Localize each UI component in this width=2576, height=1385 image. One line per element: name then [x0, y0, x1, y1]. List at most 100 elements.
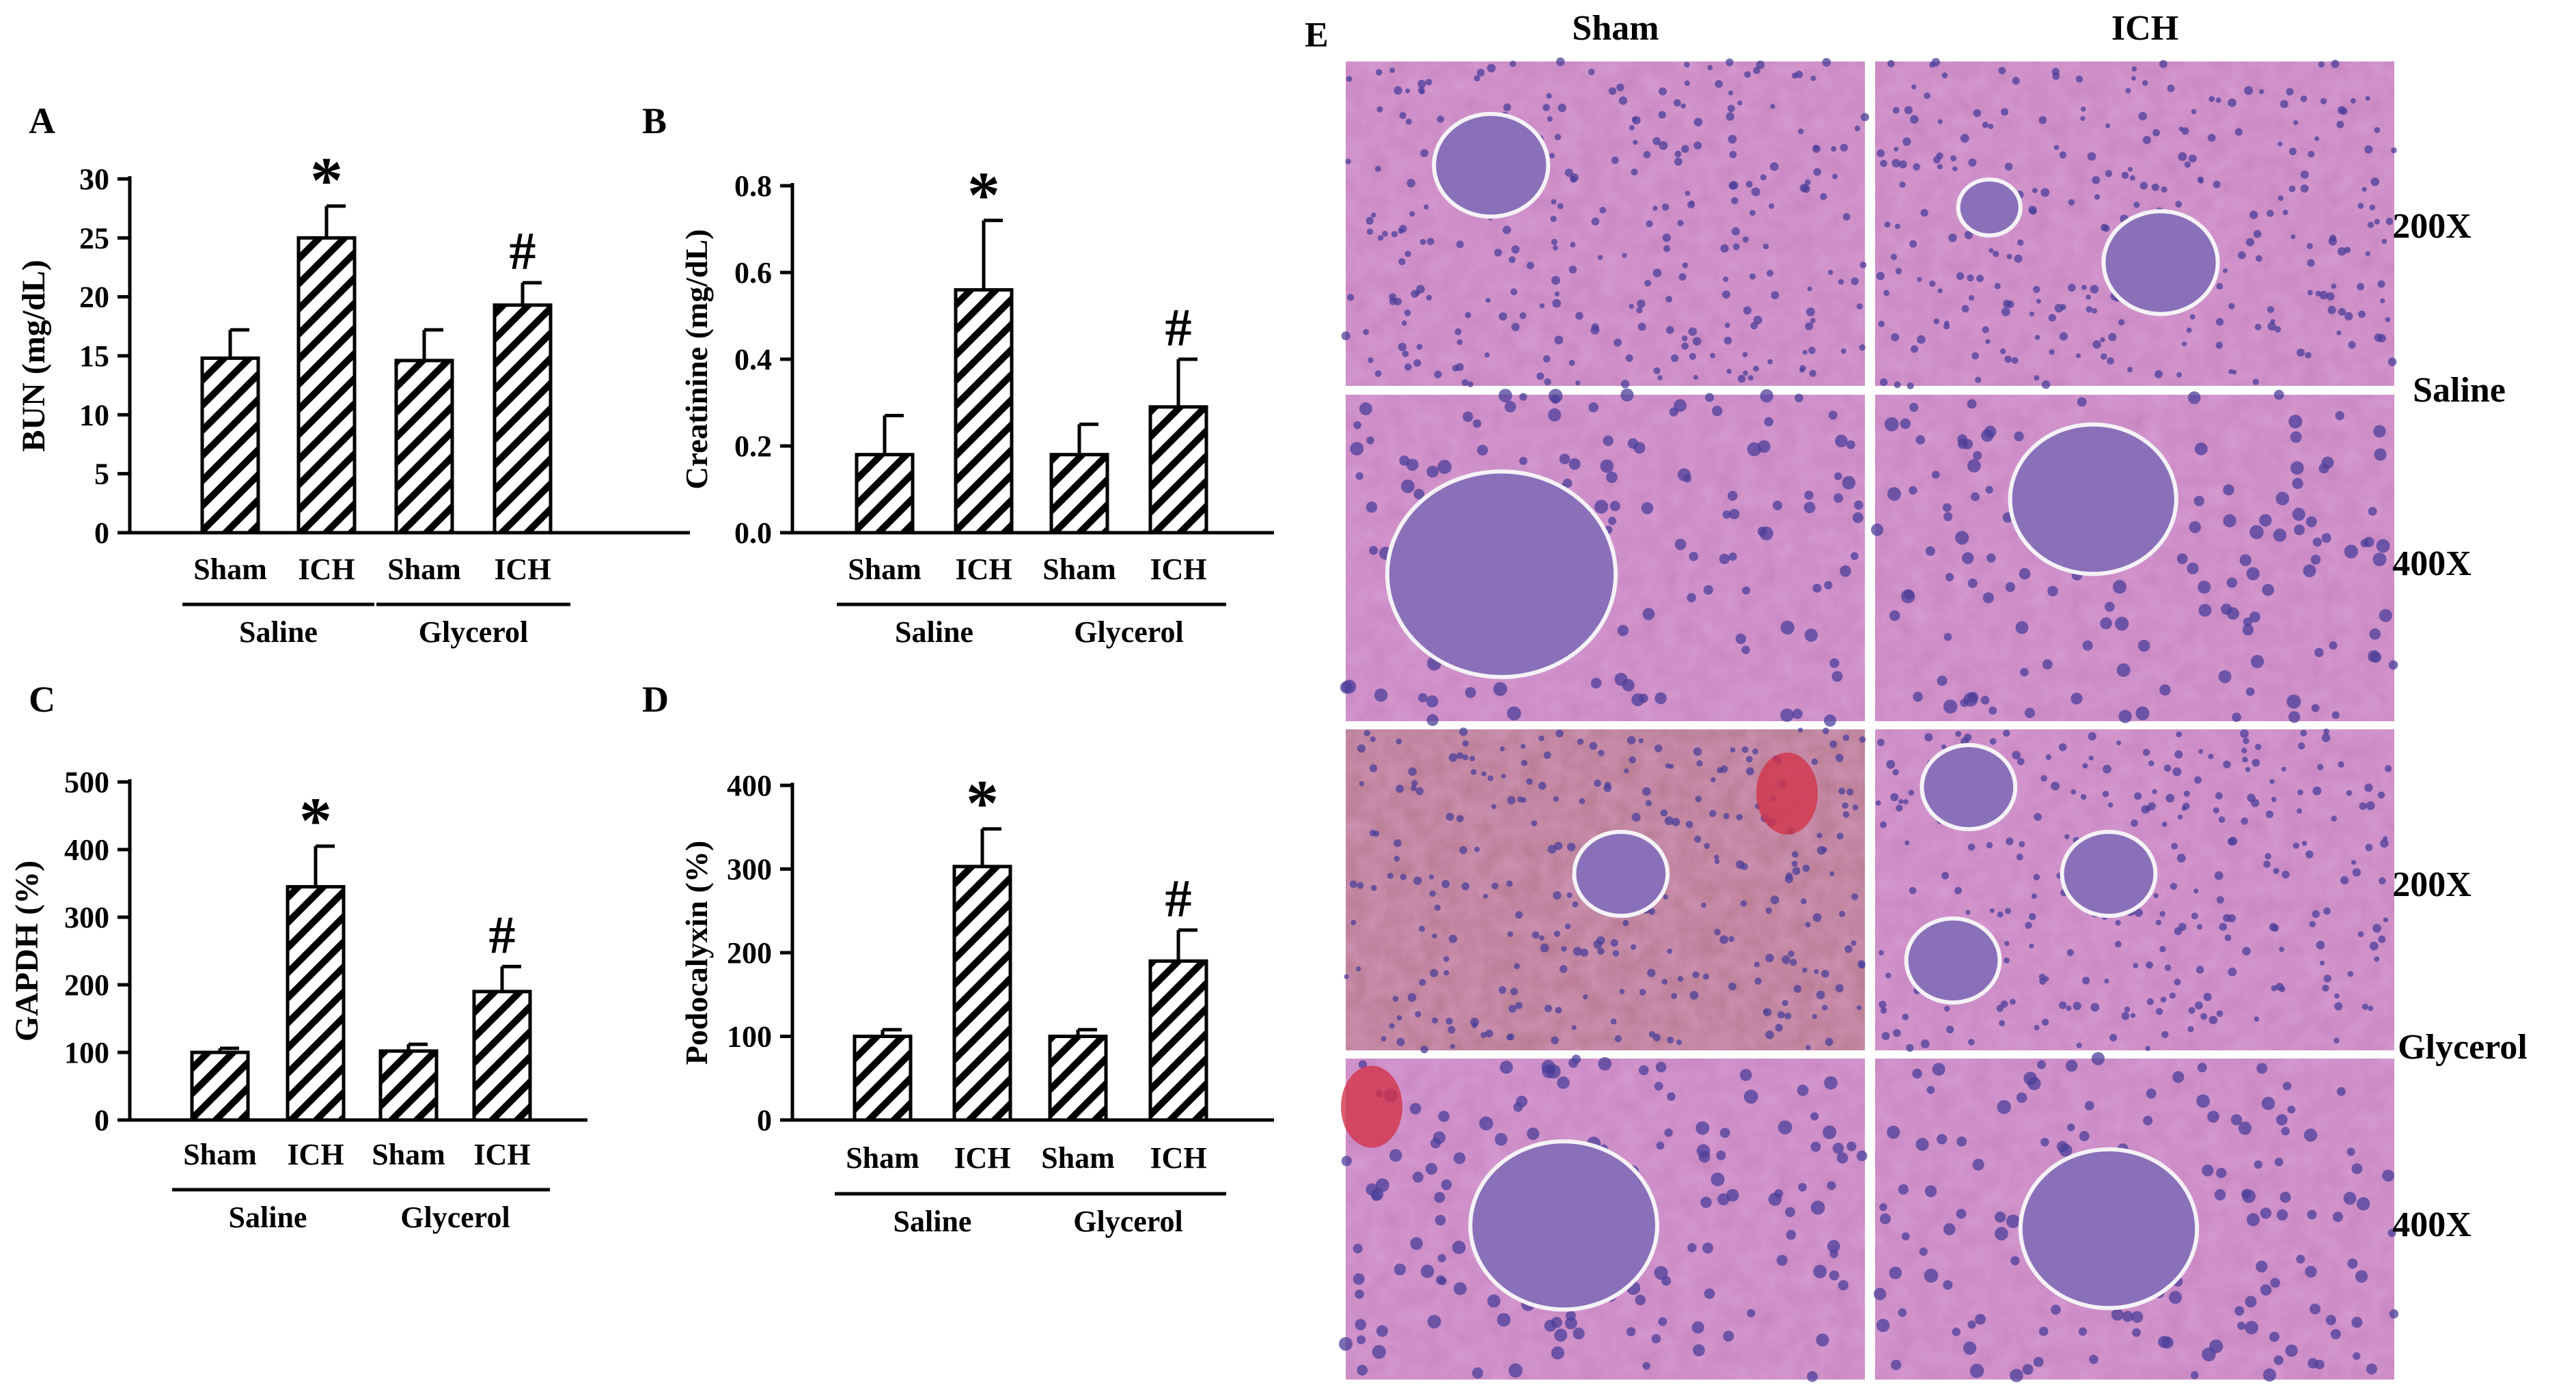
cell-nucleus	[2127, 367, 2133, 373]
cell-nucleus	[1543, 751, 1551, 759]
cell-nucleus	[1454, 328, 1462, 335]
cell-nucleus	[1396, 785, 1404, 793]
cell-nucleus	[1374, 165, 1381, 172]
cell-nucleus	[2103, 764, 2111, 774]
cell-nucleus	[2019, 568, 2031, 580]
cell-nucleus	[2142, 80, 2148, 86]
cell-nucleus	[1878, 320, 1885, 328]
cell-nucleus	[1456, 240, 1464, 249]
cell-nucleus	[1879, 821, 1887, 828]
cell-nucleus	[1347, 294, 1355, 301]
cell-nucleus	[2208, 96, 2215, 102]
cell-nucleus	[1807, 1371, 1818, 1382]
cell-nucleus	[1967, 578, 1978, 589]
chart-b-bar	[855, 453, 915, 535]
cell-nucleus	[1461, 882, 1470, 891]
chart-a-bar	[296, 236, 357, 535]
cell-nucleus	[2029, 311, 2035, 317]
cell-nucleus	[2335, 410, 2344, 421]
cell-nucleus	[1573, 947, 1582, 956]
cell-nucleus	[2362, 186, 2367, 192]
cell-nucleus	[1405, 118, 1412, 125]
cell-nucleus	[1852, 512, 1864, 523]
cell-nucleus	[1837, 1152, 1848, 1164]
cell-nucleus	[1366, 216, 1374, 225]
cell-nucleus	[1678, 272, 1687, 281]
cell-nucleus	[1547, 845, 1557, 854]
cell-nucleus	[1879, 950, 1884, 955]
cell-nucleus	[1945, 573, 1954, 582]
cell-nucleus	[2049, 349, 2055, 355]
chart-b-category-label: ICH	[955, 552, 1012, 586]
cell-nucleus	[2319, 960, 2325, 966]
cell-nucleus	[2133, 963, 2139, 968]
row-label-glycerol: Glycerol	[2398, 1028, 2527, 1067]
cell-nucleus	[2167, 84, 2175, 92]
chart-a-group-label: Glycerol	[419, 615, 528, 649]
micrograph-glycerol-ich-400x	[1873, 1052, 2399, 1382]
cell-nucleus	[1441, 880, 1450, 889]
cell-nucleus	[2365, 843, 2373, 852]
chart-panel-d: D 0 100 200 300 400 Podocalyxin (%) Sham * ICH Sha…	[642, 679, 1274, 1238]
cell-nucleus	[1413, 876, 1422, 885]
cell-nucleus	[1398, 257, 1406, 266]
cell-nucleus	[2338, 106, 2346, 115]
cell-nucleus	[1510, 988, 1518, 996]
cell-nucleus	[1571, 1024, 1577, 1031]
cell-nucleus	[2025, 921, 2032, 929]
cell-nucleus	[2280, 1191, 2291, 1203]
cell-nucleus	[1785, 1207, 1795, 1218]
cell-nucleus	[2187, 562, 2199, 574]
cell-nucleus	[1551, 1346, 1565, 1360]
cell-nucleus	[2003, 299, 2011, 308]
cell-nucleus	[2142, 135, 2151, 144]
chart-a-significance-marker: *	[310, 144, 343, 217]
cell-nucleus	[1375, 69, 1383, 76]
cell-nucleus	[2004, 355, 2012, 363]
cell-nucleus	[2155, 1007, 2163, 1016]
cell-nucleus	[1714, 858, 1720, 865]
cell-nucleus	[1659, 87, 1667, 96]
cell-nucleus	[1654, 1081, 1663, 1091]
cell-nucleus	[1879, 1001, 1887, 1009]
cell-nucleus	[1669, 407, 1678, 417]
cell-nucleus	[1497, 1313, 1511, 1327]
cell-nucleus	[1832, 173, 1838, 180]
cell-nucleus	[2197, 176, 2204, 183]
cell-nucleus	[2322, 984, 2329, 992]
cell-nucleus	[2033, 873, 2040, 881]
cell-nucleus	[1510, 60, 1516, 68]
cell-nucleus	[1394, 1263, 1407, 1276]
cell-nucleus	[2111, 1308, 2124, 1321]
cell-nucleus	[2041, 1018, 2049, 1026]
cell-nucleus	[2121, 1011, 2130, 1020]
cell-nucleus	[1632, 115, 1641, 125]
cell-nucleus	[2290, 234, 2296, 240]
cell-nucleus	[1394, 86, 1402, 95]
cell-nucleus	[1394, 839, 1402, 848]
cell-nucleus	[2193, 496, 2204, 507]
cell-nucleus	[1810, 75, 1816, 81]
cell-nucleus	[1899, 181, 1906, 188]
cell-nucleus	[1707, 65, 1713, 70]
cell-nucleus	[1487, 775, 1494, 781]
cell-nucleus	[1631, 168, 1638, 176]
cell-nucleus	[2090, 1003, 2100, 1012]
cell-nucleus	[1835, 984, 1844, 993]
cell-nucleus	[1891, 333, 1900, 341]
cell-nucleus	[2059, 332, 2068, 341]
cell-nucleus	[2198, 580, 2211, 594]
cell-nucleus	[1724, 322, 1730, 328]
cell-nucleus	[2327, 305, 2336, 315]
cell-nucleus	[1822, 727, 1829, 735]
cell-nucleus	[1842, 476, 1856, 490]
chart-c-bar	[286, 884, 346, 1122]
cell-nucleus	[2274, 1158, 2284, 1166]
cell-nucleus	[2143, 1115, 2153, 1125]
cell-nucleus	[1452, 1240, 1466, 1255]
chart-b-panel-letter: B	[642, 100, 667, 141]
cell-nucleus	[2259, 514, 2272, 527]
cell-nucleus	[1654, 1265, 1668, 1280]
cell-nucleus	[1419, 979, 1426, 986]
glomerulus	[2060, 829, 2158, 919]
